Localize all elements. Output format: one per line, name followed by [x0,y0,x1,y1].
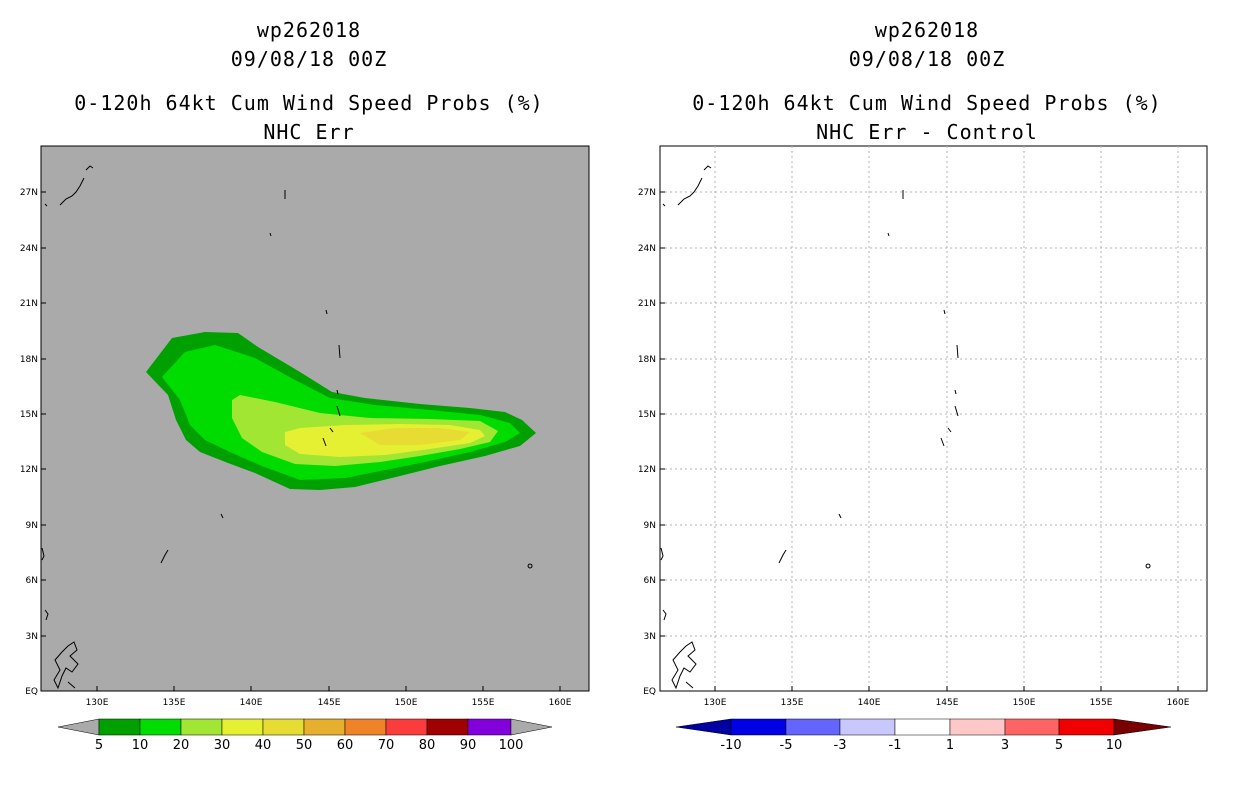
colorbar-label: 20 [173,738,190,753]
product-subtitle: NHC Err [263,120,355,144]
lat-label: EQ [25,687,38,697]
right-map: 27N 24N 21N 18N 15N 12N 9N 6N 3N EQ 130E… [638,145,1208,753]
colorbar-swatch-80-90 [426,718,469,736]
left-map: 27N 24N 21N 18N 15N 12N 9N 6N 3N EQ 130E… [20,145,590,753]
lon-label: 145E [936,698,959,708]
colorbar-label: 10 [132,738,149,753]
lon-label: 130E [86,698,109,708]
prob-contour-40 [360,428,470,445]
lat-label: 12N [638,465,656,475]
lat-label: 6N [644,576,656,586]
colorbar-swatch-m5-m3 [785,718,841,736]
colorbar-label: 50 [296,738,313,753]
colorbar-swatch-30-40 [221,718,264,736]
colorbar-label: -10 [720,738,741,753]
colorbar-swatch-90-100 [467,718,512,736]
colorbar-swatch-m3-m1 [839,718,896,736]
lon-label: 155E [472,698,495,708]
left-colorbar [57,718,553,736]
storm-id: wp262018 [874,18,980,42]
lat-label: 21N [20,299,38,309]
coastlines [41,165,533,690]
lon-label: 140E [858,698,881,708]
right-panel: wp262018 09/08/18 00Z 0-120h 64kt Cum Wi… [618,0,1236,800]
lat-label: 9N [26,521,38,531]
lat-label: 3N [26,632,38,642]
forecast-time: 09/08/18 00Z [848,47,1006,71]
colorbar-swatch-m10-m5 [730,718,787,736]
colorbar-label: 90 [460,738,477,753]
colorbar-swatch-60-70 [344,718,387,736]
lat-label: 3N [644,632,656,642]
colorbar-label: 70 [378,738,395,753]
lon-label: 140E [240,698,263,708]
right-colorbar [675,718,1172,736]
colorbar-label: -1 [889,738,902,753]
colorbar-label: 80 [419,738,436,753]
colorbar-swatch-50-60 [303,718,346,736]
lat-label: 15N [638,410,656,420]
right-map-frame [659,145,1208,692]
coastlines [660,165,1151,690]
colorbar-swatch-1-3 [949,718,1006,736]
colorbar-label: 30 [214,738,231,753]
colorbar-swatch-5-10 [98,718,141,736]
lon-label: 145E [318,698,341,708]
colorbar-swatch-5-10 [1058,718,1115,736]
colorbar-label: 10 [1106,738,1123,753]
left-panel: wp262018 09/08/18 00Z 0-120h 64kt Cum Wi… [20,18,590,753]
colorbar-label: 40 [255,738,272,753]
colorbar-label: 3 [1001,738,1009,753]
colorbar-over [1113,718,1172,736]
lat-label: 18N [20,355,38,365]
lon-label: 135E [781,698,804,708]
forecast-time: 09/08/18 00Z [230,47,388,71]
lon-label: 135E [163,698,186,708]
colorbar-swatch-40-50 [262,718,305,736]
lon-label: 155E [1090,698,1113,708]
storm-id: wp262018 [256,18,362,42]
lon-label: 150E [1013,698,1036,708]
colorbar-label: 5 [95,738,103,753]
colorbar-label: 60 [337,738,354,753]
lat-label: 6N [26,576,38,586]
colorbar-label: -3 [834,738,847,753]
colorbar-label: 1 [946,738,954,753]
colorbar-swatch-m1-1 [894,718,951,736]
product-subtitle: NHC Err - Control [816,120,1038,144]
lat-label: 24N [638,244,656,254]
lat-label: 27N [20,188,38,198]
colorbar-under [57,718,100,736]
colorbar-swatch-70-80 [385,718,428,736]
colorbar-label: -5 [780,738,793,753]
colorbar-swatch-3-5 [1004,718,1060,736]
product-title: 0-120h 64kt Cum Wind Speed Probs (%) [692,91,1162,115]
product-title: 0-120h 64kt Cum Wind Speed Probs (%) [74,91,544,115]
lon-label: 130E [704,698,727,708]
lat-label: EQ [643,687,656,697]
colorbar-under [675,718,732,736]
gridlines [660,146,1207,691]
lat-label: 24N [20,244,38,254]
lat-label: 12N [20,465,38,475]
colorbar-swatch-10-20 [139,718,182,736]
lat-label: 18N [638,355,656,365]
lat-label: 15N [20,410,38,420]
colorbar-label: 5 [1055,738,1063,753]
lon-label: 160E [549,698,572,708]
lat-label: 9N [644,521,656,531]
lon-label: 160E [1167,698,1190,708]
colorbar-swatch-20-30 [180,718,223,736]
lat-label: 21N [638,299,656,309]
colorbar-label: 100 [499,738,524,753]
lat-label: 27N [638,188,656,198]
lon-label: 150E [395,698,418,708]
colorbar-over [510,718,553,736]
